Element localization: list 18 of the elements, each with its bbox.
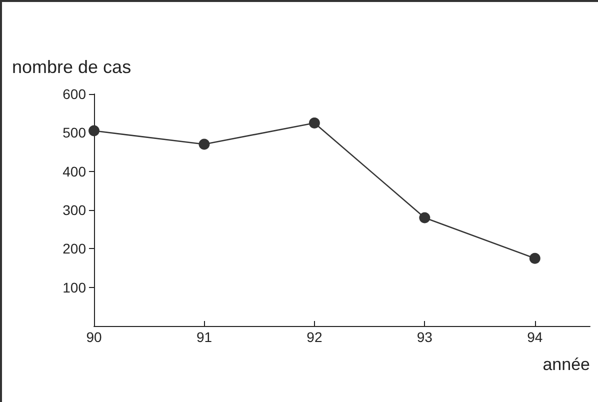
point [419,212,430,224]
y-tick-label: 400 [62,163,86,180]
point [198,138,210,150]
x-tick-label: 93 [416,329,433,345]
x-tick-label: 90 [86,329,102,345]
x-axis-title: année [542,355,590,374]
y-tick-label: 100 [62,279,86,296]
y-tick-label: 300 [62,202,86,218]
x-tick-label: 94 [527,329,543,345]
point [308,118,320,128]
y-tick-label: 200 [62,240,86,257]
x-tick-label: 92 [306,329,322,345]
x-tick-label: 91 [196,329,212,345]
y-tick-label: 600 [62,86,86,102]
point [88,125,100,136]
point [529,252,540,264]
y-tick-label: 500 [62,124,86,141]
y-axis-title: nombre de cas [12,57,132,77]
